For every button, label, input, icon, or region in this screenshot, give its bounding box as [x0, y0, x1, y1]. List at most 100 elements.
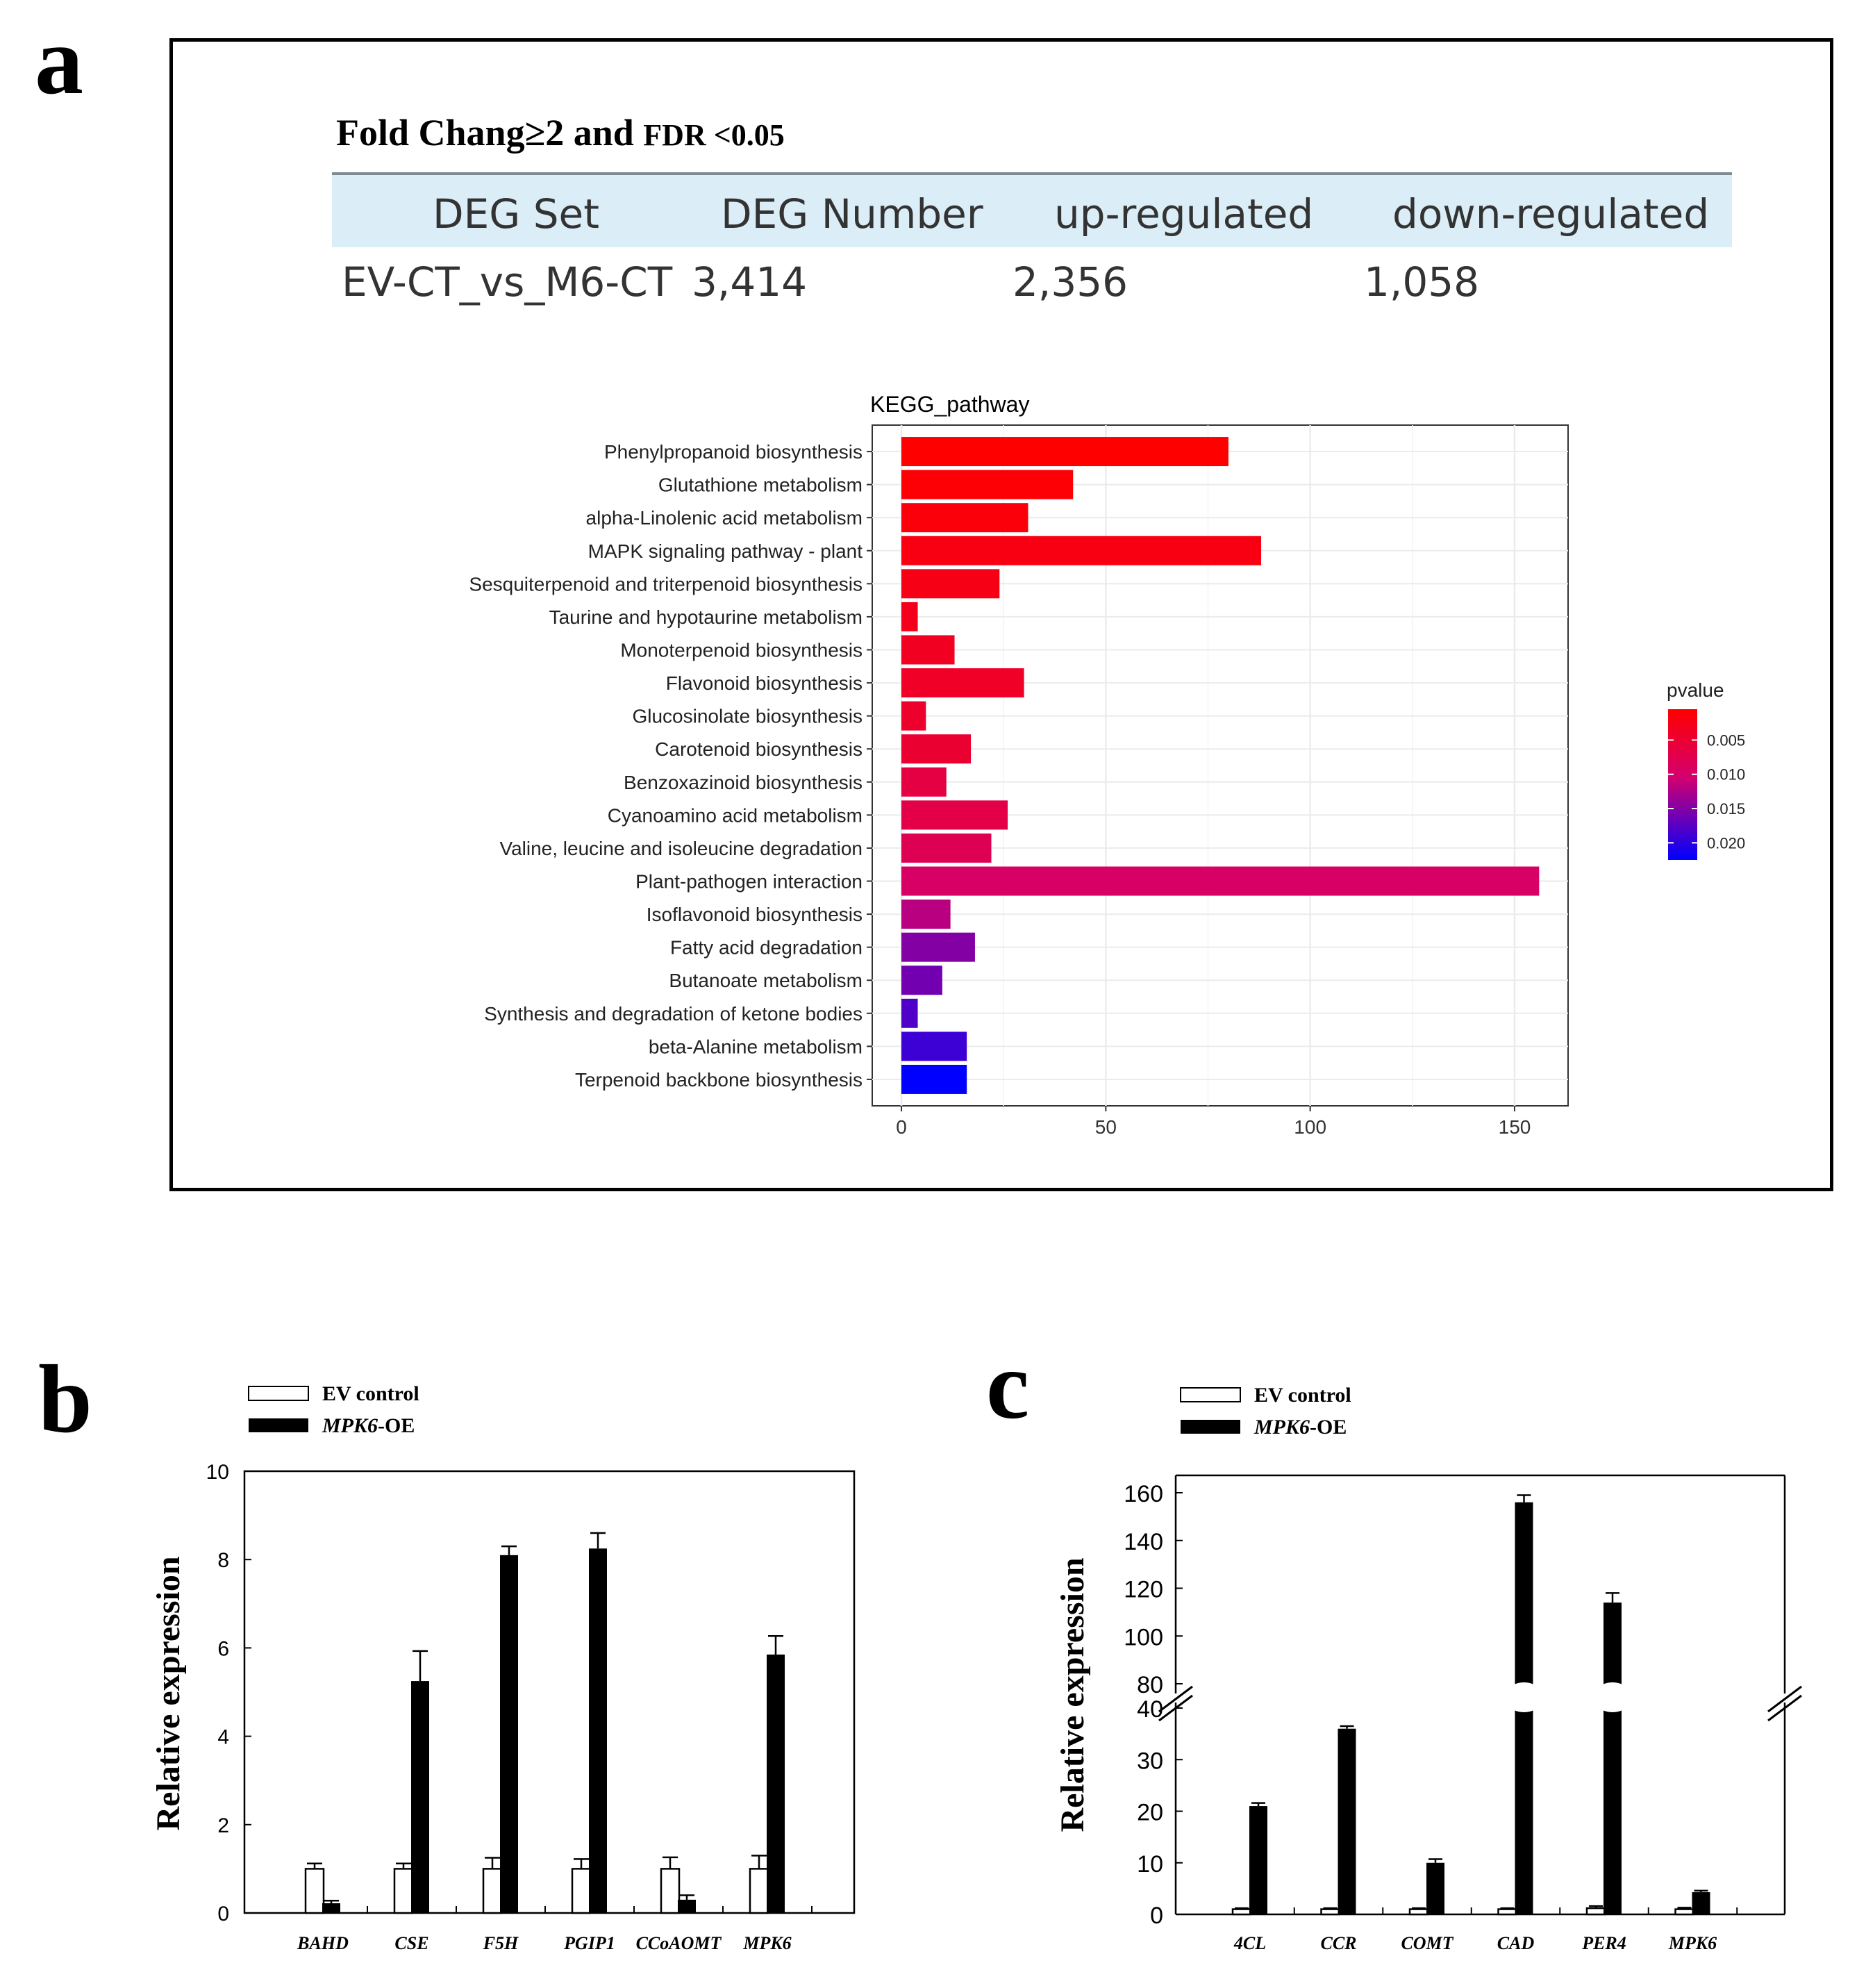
kegg-category-label: Fatty acid degradation: [670, 937, 863, 959]
c-legend-swatch-oe: [1181, 1420, 1240, 1434]
c-axis-break-mark: [1767, 1685, 1802, 1713]
kegg-x-tick-label: 100: [1294, 1116, 1326, 1138]
b-y-axis-label: Relative expression: [150, 1556, 187, 1830]
c-bar-ev: [1231, 1908, 1252, 1916]
c-x-tick-label: MPK6: [1668, 1933, 1717, 1953]
deg-header-down: down-regulated: [1392, 190, 1710, 238]
b-x-tick-label: MPK6: [742, 1933, 791, 1953]
kegg-category-label: MAPK signaling pathway - plant: [588, 540, 863, 562]
kegg-bar: [901, 503, 1028, 533]
c-y-tick-label-upper: 100: [1124, 1624, 1163, 1650]
c-y-tick-label-upper: 80: [1137, 1672, 1163, 1698]
kegg-bar: [901, 900, 951, 929]
c-y-tick-label-upper: 160: [1124, 1481, 1163, 1507]
legend-colorbar: [1668, 709, 1697, 860]
kegg-category-label: Isoflavonoid biosynthesis: [647, 904, 863, 925]
kegg-bar: [901, 437, 1228, 467]
kegg-x-tick-label: 0: [896, 1116, 907, 1138]
c-bar-oe: [1249, 1806, 1267, 1914]
c-bar-oe-upper: [1603, 1602, 1622, 1689]
kegg-bar: [901, 998, 918, 1028]
deg-table-rule: [332, 172, 1732, 175]
b-legend-swatch-oe: [249, 1418, 308, 1432]
panel-label-b: b: [38, 1345, 92, 1453]
c-y-tick-label-upper: 120: [1124, 1577, 1163, 1603]
deg-header-number: DEG Number: [721, 190, 983, 238]
b-x-tick-label: BAHD: [297, 1933, 349, 1953]
kegg-title: KEGG_pathway: [870, 392, 1029, 417]
b-bar-oe: [322, 1903, 340, 1913]
kegg-category-label: Terpenoid backbone biosynthesis: [575, 1069, 863, 1091]
c-x-tick-label: CAD: [1497, 1933, 1535, 1953]
kegg-bar: [901, 767, 947, 797]
c-bar-oe: [1338, 1728, 1356, 1914]
b-bar-ev: [749, 1868, 769, 1914]
c-axis-break-mark: [1767, 1694, 1802, 1722]
deg-header-up: up-regulated: [1054, 190, 1314, 238]
b-legend-swatch-ev: [248, 1386, 309, 1401]
c-y-tick-label-lower: 30: [1137, 1748, 1163, 1774]
legend-title: pvalue: [1667, 679, 1724, 701]
c-bar-break-gap: [1509, 1682, 1539, 1699]
kegg-category-label: Taurine and hypotaurine metabolism: [549, 606, 863, 628]
b-y-tick-label: 4: [217, 1726, 229, 1749]
c-x-tick-label: 4CL: [1233, 1933, 1266, 1953]
c-y-tick-label-lower: 0: [1150, 1903, 1163, 1929]
kegg-category-label: beta-Alanine metabolism: [649, 1036, 863, 1057]
b-bar-oe: [767, 1654, 785, 1913]
deg-criteria: Fold Chang≥2 and FDR <0.05: [336, 111, 785, 154]
c-bar-oe: [1692, 1892, 1710, 1914]
b-bar-ev: [304, 1868, 325, 1914]
c-bar-break-gap: [1509, 1696, 1539, 1712]
kegg-category-label: Valine, leucine and isoleucine degradati…: [499, 838, 863, 859]
kegg-bar: [901, 635, 955, 665]
kegg-bar: [901, 569, 1000, 599]
b-y-tick-label: 10: [206, 1461, 229, 1484]
kegg-category-label: Benzoxazinoid biosynthesis: [624, 772, 863, 793]
c-bar-ev: [1320, 1908, 1340, 1916]
c-legend-swatch-ev: [1180, 1387, 1241, 1402]
b-y-tick-label: 0: [217, 1903, 229, 1925]
kegg-x-tick-label: 50: [1095, 1116, 1117, 1138]
legend-tick-label: 0.015: [1707, 800, 1745, 818]
kegg-bar: [901, 800, 1008, 830]
c-legend-label-ev: EV control: [1254, 1384, 1351, 1407]
b-bar-oe: [411, 1681, 429, 1913]
c-y-axis-label: Relative expression: [1054, 1557, 1091, 1832]
kegg-category-label: Glucosinolate biosynthesis: [632, 706, 863, 727]
deg-cell-set: EV-CT_vs_M6-CT: [342, 258, 673, 306]
kegg-bar: [901, 932, 975, 962]
b-bar-oe: [589, 1548, 607, 1913]
c-bar-oe-lower: [1603, 1708, 1622, 1914]
deg-header-set: DEG Set: [433, 190, 599, 238]
kegg-bar: [901, 536, 1262, 565]
kegg-category-label: Plant-pathogen interaction: [635, 871, 863, 893]
kegg-category-label: Sesquiterpenoid and triterpenoid biosynt…: [469, 573, 863, 595]
c-bar-oe-upper: [1515, 1502, 1533, 1689]
kegg-category-label: Butanoate metabolism: [669, 970, 863, 991]
b-bar-ev: [571, 1868, 592, 1914]
deg-cell-up: 2,356: [1013, 258, 1128, 306]
kegg-bar: [901, 734, 972, 764]
kegg-category-label: Synthesis and degradation of ketone bodi…: [484, 1003, 863, 1025]
b-legend-label-ev: EV control: [322, 1382, 419, 1405]
b-bar-ev: [482, 1868, 503, 1914]
kegg-bar: [901, 668, 1024, 698]
c-bar-ev: [1497, 1908, 1517, 1916]
c-y-tick-label-lower: 10: [1137, 1851, 1163, 1878]
deg-cell-down: 1,058: [1364, 258, 1480, 306]
b-y-tick-label: 6: [217, 1637, 229, 1660]
b-x-tick-label: F5H: [483, 1933, 519, 1953]
b-x-tick-label: CSE: [394, 1933, 428, 1953]
b-y-tick-label: 2: [217, 1814, 229, 1837]
kegg-bar: [901, 1032, 967, 1061]
b-bar-ev: [393, 1868, 414, 1914]
legend-tick-label: 0.020: [1707, 834, 1745, 852]
b-plot-frame: [243, 1470, 856, 1914]
c-bar-ev: [1585, 1907, 1606, 1916]
b-y-tick-label: 8: [217, 1549, 229, 1572]
c-x-tick-label: COMT: [1401, 1933, 1453, 1953]
c-bar-ev: [1674, 1908, 1694, 1916]
c-legend-label-oe: MPK6-OE: [1253, 1416, 1347, 1439]
